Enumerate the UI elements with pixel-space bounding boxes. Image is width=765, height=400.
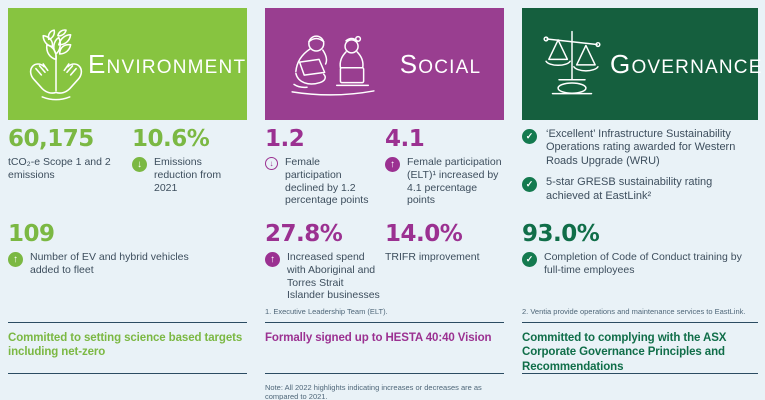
stat-indigenous-spend: 27.8% ↑ Increased spend with Aboriginal … bbox=[265, 223, 385, 307]
social-body: 1.2 ↓ Female participation declined by 1… bbox=[265, 120, 504, 400]
two-people-with-laptops-icon bbox=[291, 35, 375, 96]
stat-female-decline-label: Female participation declined by 1.2 per… bbox=[285, 156, 369, 207]
comparison-note: Note: All 2022 highlights indicating inc… bbox=[265, 383, 482, 400]
achievement-wru-rating-text: ‘Excellent’ Infrastructure Sustainabilit… bbox=[546, 128, 736, 167]
environment-stats-row-2: 109 ↑ Number of EV and hybrid vehicles a… bbox=[8, 223, 247, 307]
achievement-gresb-rating: ✓ 5-star GRESB sustainability rating ach… bbox=[522, 176, 758, 203]
stat-trifr-value: 14.0% bbox=[385, 221, 463, 247]
stat-trifr-label: TRIFR improvement bbox=[385, 251, 480, 263]
governance-stats-row: 93.0% ✓ Completion of Code of Conduct tr… bbox=[522, 223, 758, 307]
governance-commitment: Committed to complying with the ASX Corp… bbox=[522, 332, 727, 373]
governance-footnote: 2. Ventia provide operations and mainten… bbox=[522, 307, 746, 316]
stat-ev-vehicles: 109 ↑ Number of EV and hybrid vehicles a… bbox=[8, 223, 215, 307]
up-arrow-icon: ↑ bbox=[385, 157, 400, 172]
environment-header: Environment bbox=[8, 8, 247, 120]
stat-indigenous-spend-value: 27.8% bbox=[265, 221, 343, 247]
environment-footnote-spacer bbox=[8, 307, 247, 322]
separator bbox=[8, 373, 247, 374]
stat-female-participation-decline: 1.2 ↓ Female participation declined by 1… bbox=[265, 128, 385, 223]
achievement-wru-rating: ✓ ‘Excellent’ Infrastructure Sustainabil… bbox=[522, 128, 758, 168]
social-footnote: 1. Executive Leadership Team (ELT). bbox=[265, 307, 388, 316]
environment-body: 60,175 tCO₂-e Scope 1 and 2 emissions 10… bbox=[8, 120, 247, 400]
governance-achievements: ✓ ‘Excellent’ Infrastructure Sustainabil… bbox=[522, 128, 758, 223]
social-commitment: Formally signed up to HESTA 40:40 Vision bbox=[265, 332, 492, 344]
up-arrow-icon: ↑ bbox=[8, 252, 23, 267]
stat-female-elt-label: Female participation (ELT)¹ increased by… bbox=[407, 156, 502, 207]
balance-scales-icon bbox=[543, 30, 601, 95]
separator bbox=[522, 373, 758, 374]
social-header: Social bbox=[265, 8, 504, 120]
achievement-gresb-rating-text: 5-star GRESB sustainability rating achie… bbox=[546, 176, 713, 202]
stat-female-decline-value: 1.2 bbox=[265, 126, 305, 152]
environment-commitment: Committed to setting science based targe… bbox=[8, 332, 243, 359]
separator bbox=[8, 322, 247, 323]
stat-code-of-conduct-value: 93.0% bbox=[522, 221, 600, 247]
environment-column: Environment 60,175 tCO₂-e Scope 1 and 2 … bbox=[8, 8, 247, 400]
social-stats-row-2: 27.8% ↑ Increased spend with Aboriginal … bbox=[265, 223, 504, 307]
check-icon: ✓ bbox=[522, 252, 537, 267]
up-arrow-icon: ↑ bbox=[265, 252, 280, 267]
governance-column: Governance ✓ ‘Excellent’ Infrastructure … bbox=[522, 8, 761, 400]
check-icon: ✓ bbox=[522, 177, 537, 193]
stat-code-of-conduct-label: Completion of Code of Conduct training b… bbox=[544, 251, 742, 276]
stat-emissions-reduction-label: Emissions reduction from 2021 bbox=[154, 156, 222, 194]
check-icon: ✓ bbox=[522, 129, 537, 144]
stat-emissions-reduction: 10.6% ↓ Emissions reduction from 2021 bbox=[132, 128, 222, 223]
stat-female-elt-value: 4.1 bbox=[385, 126, 425, 152]
governance-body: ✓ ‘Excellent’ Infrastructure Sustainabil… bbox=[522, 120, 758, 400]
stat-code-of-conduct: 93.0% ✓ Completion of Code of Conduct tr… bbox=[522, 223, 744, 307]
separator bbox=[265, 373, 504, 374]
governance-header: Governance bbox=[522, 8, 761, 120]
separator bbox=[265, 322, 504, 323]
stat-ev-vehicles-label: Number of EV and hybrid vehicles added t… bbox=[30, 251, 189, 276]
governance-title: Governance bbox=[610, 49, 763, 79]
stat-emissions-reduction-value: 10.6% bbox=[132, 126, 210, 152]
stat-trifr: 14.0% TRIFR improvement bbox=[385, 223, 480, 307]
hands-holding-plant-icon bbox=[29, 29, 83, 101]
separator bbox=[522, 322, 758, 323]
stat-emissions-value: 60,175 bbox=[8, 126, 94, 152]
stat-emissions: 60,175 tCO₂-e Scope 1 and 2 emissions bbox=[8, 128, 132, 223]
environment-title: Environment bbox=[88, 49, 247, 79]
social-stats-row-1: 1.2 ↓ Female participation declined by 1… bbox=[265, 128, 504, 223]
social-title: Social bbox=[399, 49, 482, 79]
stat-emissions-label: tCO₂-e Scope 1 and 2 emissions bbox=[8, 156, 111, 181]
stat-female-participation-elt: 4.1 ↑ Female participation (ELT)¹ increa… bbox=[385, 128, 507, 223]
stat-indigenous-spend-label: Increased spend with Aboriginal and Torr… bbox=[287, 251, 380, 302]
environment-stats-row-1: 60,175 tCO₂-e Scope 1 and 2 emissions 10… bbox=[8, 128, 247, 223]
down-arrow-icon: ↓ bbox=[132, 157, 147, 172]
stat-ev-vehicles-value: 109 bbox=[8, 221, 55, 247]
social-column: Social 1.2 ↓ Female participation declin… bbox=[265, 8, 504, 400]
down-arrow-outline-icon: ↓ bbox=[265, 157, 278, 170]
